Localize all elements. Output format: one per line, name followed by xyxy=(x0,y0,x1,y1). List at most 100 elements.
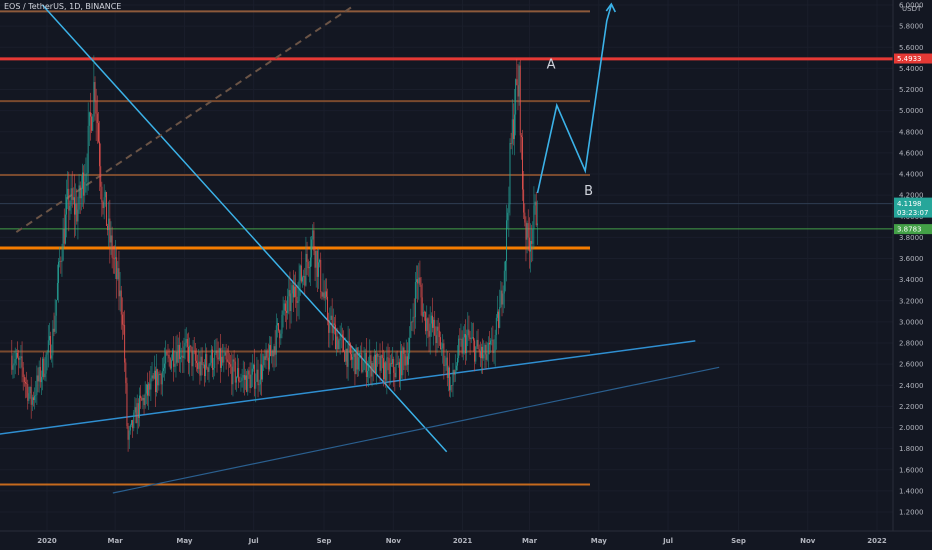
candle-body xyxy=(168,355,170,359)
candle-body xyxy=(186,339,188,347)
candle-body xyxy=(493,350,495,353)
candle-body xyxy=(459,338,461,340)
candle-body xyxy=(123,324,124,326)
candle-body xyxy=(294,286,295,298)
candle-body xyxy=(461,338,463,354)
candlestick-series xyxy=(11,55,538,452)
y-tick-label: 4.6000 xyxy=(899,149,924,157)
price-badge xyxy=(894,53,932,64)
candle-body xyxy=(23,376,25,382)
candle-body xyxy=(303,276,305,278)
candle-body xyxy=(389,363,391,375)
candle-body xyxy=(446,357,448,378)
candle-body xyxy=(290,293,292,312)
candle-body xyxy=(281,314,283,334)
candle-body xyxy=(113,258,115,260)
candle-body xyxy=(158,373,160,386)
candle-body xyxy=(227,361,229,363)
x-tick-label: 2021 xyxy=(453,537,473,545)
annotation-label-b: B xyxy=(584,184,593,199)
candle-body xyxy=(397,362,399,365)
candle-body xyxy=(254,364,256,389)
candle-body xyxy=(280,333,282,339)
candle-body xyxy=(253,364,254,369)
candle-body xyxy=(481,346,482,359)
candle-body xyxy=(194,350,196,361)
candle-body xyxy=(518,65,520,97)
candle-body xyxy=(314,250,316,268)
candle-body xyxy=(52,328,54,356)
candle-body xyxy=(135,407,137,424)
candle-body xyxy=(339,335,341,341)
candle-body xyxy=(341,334,343,337)
x-tick-label: 2022 xyxy=(867,537,887,545)
candle-body xyxy=(460,338,462,340)
horizontal-levels[interactable] xyxy=(0,10,893,486)
candle-body xyxy=(329,319,331,333)
candle-body xyxy=(207,367,209,372)
candle-body xyxy=(190,345,192,347)
y-tick-label: 1.4000 xyxy=(899,487,924,495)
candle-body xyxy=(165,352,167,364)
candle-body xyxy=(453,370,455,375)
candle-body xyxy=(338,340,340,350)
candle-body xyxy=(458,338,460,359)
candle-body xyxy=(333,323,335,325)
candle-body xyxy=(29,387,31,394)
candle-body xyxy=(232,359,234,385)
candle-body xyxy=(419,277,421,285)
candle-body xyxy=(494,334,496,351)
candle-body xyxy=(362,369,364,372)
candle-body xyxy=(436,326,438,344)
candle-body xyxy=(531,240,533,244)
candle-body xyxy=(58,261,59,283)
candle-body xyxy=(218,348,220,360)
candle-body xyxy=(157,369,159,386)
candle-body xyxy=(356,347,358,370)
candle-body xyxy=(354,353,356,375)
candle-body xyxy=(127,426,129,440)
y-tick-label: 4.2000 xyxy=(899,192,924,200)
price-axis[interactable]: 6.0000 5.8000 5.6000 5.4000 5.2000 5.0000 4.80… xyxy=(892,0,924,531)
candle-body xyxy=(501,290,503,305)
candle-body xyxy=(475,346,477,362)
candle-body xyxy=(216,350,218,358)
candle-body xyxy=(527,223,529,238)
candle-body xyxy=(297,301,299,303)
projection-path[interactable] xyxy=(536,2,617,194)
candle-body xyxy=(80,188,82,199)
projection-arrowhead xyxy=(605,2,617,13)
candle-body xyxy=(92,116,94,131)
candle-body xyxy=(192,350,194,367)
candle-body xyxy=(27,383,29,401)
trend-lines[interactable] xyxy=(0,4,720,494)
candle-body xyxy=(39,366,41,383)
candle-body xyxy=(149,383,151,390)
y-tick-label: 6.0000 xyxy=(899,2,924,10)
annotation-label-a: A xyxy=(547,57,556,72)
candle-body xyxy=(142,397,144,401)
candle-body xyxy=(143,397,145,406)
time-axis[interactable]: 2020 Mar May Jul Sep Nov 2021 Mar May Jul Sep Nov 20… xyxy=(0,530,932,545)
candle-body xyxy=(377,353,379,357)
candle-body xyxy=(88,112,90,126)
candle-body xyxy=(150,378,152,390)
candle-body xyxy=(465,334,466,354)
candle-body xyxy=(289,290,291,312)
candle-body xyxy=(172,350,173,361)
symbol-header[interactable]: EOS / TetherUS, 1D, BINANCE xyxy=(4,2,122,11)
x-tick-label: Jul xyxy=(248,537,259,545)
candle-body xyxy=(15,352,17,360)
y-tick-label: 5.2000 xyxy=(899,86,924,94)
candle-body xyxy=(477,339,479,350)
candle-body xyxy=(355,347,357,375)
candle-body xyxy=(210,349,212,363)
candle-body xyxy=(351,354,352,360)
candle-body xyxy=(524,212,526,223)
candle-body xyxy=(462,337,464,354)
candle-body xyxy=(83,172,85,196)
candle-body xyxy=(265,350,267,360)
candle-body xyxy=(331,315,333,334)
candle-body xyxy=(365,352,367,378)
